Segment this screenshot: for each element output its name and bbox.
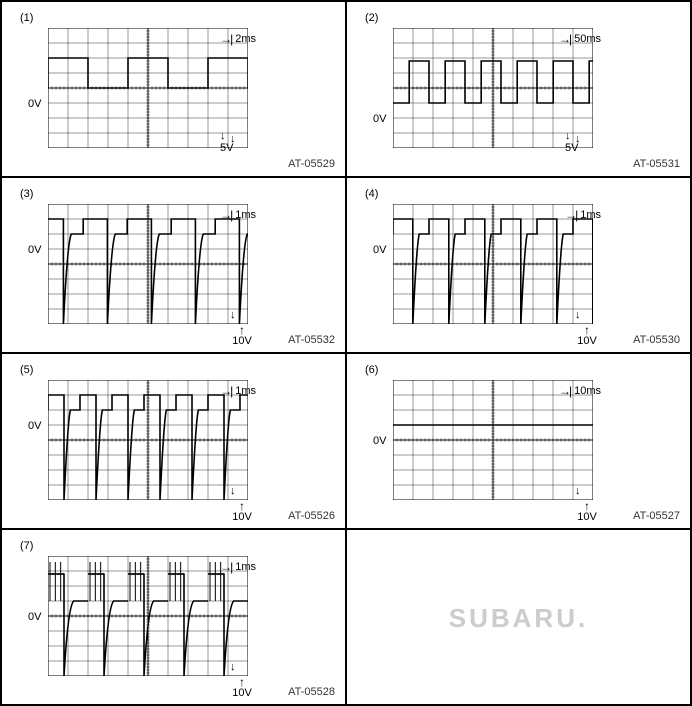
oscilloscope-grid: ↓ <box>393 380 593 500</box>
scope-panel: (6) →|10ms 0V ↓ ↑10V AT-05527 <box>346 353 691 529</box>
timebase-label: →|1ms <box>220 560 256 574</box>
panel-number: (1) <box>20 12 33 24</box>
oscilloscope-grid: ↓ <box>48 28 248 148</box>
panel-number: (2) <box>365 12 378 24</box>
panel-number: (6) <box>365 364 378 376</box>
figure-caption: AT-05530 <box>633 334 680 346</box>
oscilloscope-grid: ↓ <box>393 28 593 148</box>
timebase-label: →|2ms <box>220 32 256 46</box>
svg-text:↓: ↓ <box>575 485 581 497</box>
scope-panel: (5) →|1ms 0V ↓ ↑10V AT-05526 <box>1 353 346 529</box>
figure-caption: AT-05529 <box>288 158 335 170</box>
oscilloscope-grid: ↓ <box>48 556 248 676</box>
zero-volt-label: 0V <box>28 420 41 432</box>
svg-text:↓: ↓ <box>575 309 581 321</box>
scope-panel: (7) →|1ms 0V ↓ ↑10V AT-05528 <box>1 529 346 705</box>
timebase-label: →|1ms <box>220 384 256 398</box>
figure-caption: AT-05527 <box>633 510 680 522</box>
figure-caption: AT-05531 <box>633 158 680 170</box>
zero-volt-label: 0V <box>373 113 386 125</box>
oscilloscope-grid: ↓ <box>48 380 248 500</box>
figure-caption: AT-05532 <box>288 334 335 346</box>
logo-cell: SUBARU. <box>346 529 691 705</box>
panel-number: (3) <box>20 188 33 200</box>
figure-caption: AT-05526 <box>288 510 335 522</box>
scope-panel: (1) →|2ms 0V ↓ ↓5V AT-05529 <box>1 1 346 177</box>
brand-logo: SUBARU. <box>353 538 684 698</box>
svg-text:↓: ↓ <box>230 309 236 321</box>
timebase-label: →|10ms <box>559 384 601 398</box>
volt-scale: ↓5V <box>565 130 578 154</box>
zero-volt-label: 0V <box>28 98 41 110</box>
oscilloscope-grid: ↓ <box>393 204 593 324</box>
scope-panel: (2) →|50ms 0V ↓ ↓5V AT-05531 <box>346 1 691 177</box>
panel-number: (4) <box>365 188 378 200</box>
scope-panel: (3) →|1ms 0V ↓ ↑10V AT-05532 <box>1 177 346 353</box>
zero-volt-label: 0V <box>373 244 386 256</box>
timebase-label: →|1ms <box>565 208 601 222</box>
scope-panel: (4) →|1ms 0V ↓ ↑10V AT-05530 <box>346 177 691 353</box>
oscilloscope-grid: ↓ <box>48 204 248 324</box>
panel-number: (5) <box>20 364 33 376</box>
zero-volt-label: 0V <box>28 244 41 256</box>
zero-volt-label: 0V <box>373 435 386 447</box>
timebase-label: →|50ms <box>559 32 601 46</box>
svg-text:↓: ↓ <box>230 661 236 673</box>
panel-number: (7) <box>20 540 33 552</box>
figure-caption: AT-05528 <box>288 686 335 698</box>
zero-volt-label: 0V <box>28 611 41 623</box>
svg-text:↓: ↓ <box>230 485 236 497</box>
volt-scale: ↓5V <box>220 130 233 154</box>
timebase-label: →|1ms <box>220 208 256 222</box>
